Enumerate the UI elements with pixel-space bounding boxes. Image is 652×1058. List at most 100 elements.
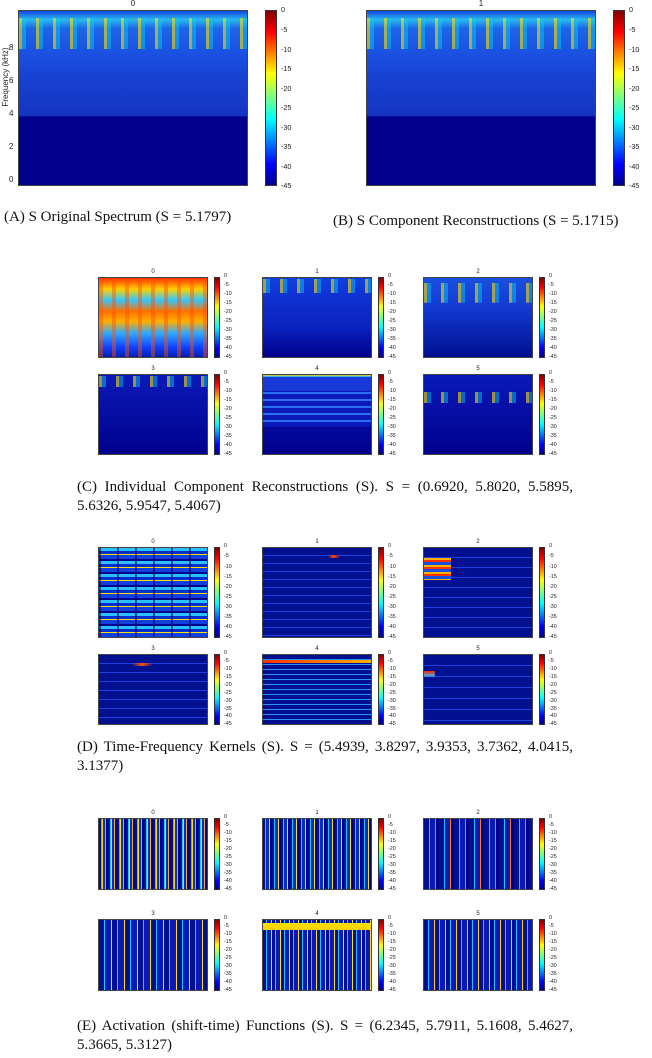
colorbar-tick-label: -10 bbox=[549, 931, 557, 938]
panel-title: 1 bbox=[315, 269, 319, 275]
colorbar-tick-label: -10 bbox=[224, 388, 232, 395]
colorbar-tick-label: -35 bbox=[281, 142, 292, 152]
colorbar-tick-label: 0 bbox=[549, 543, 552, 550]
colorbar-tick-label: -40 bbox=[388, 624, 396, 631]
colorbar-tick-label: -15 bbox=[388, 397, 396, 404]
colorbar-tick-label: -40 bbox=[388, 713, 396, 720]
colorbar-tick-label: -20 bbox=[388, 681, 396, 688]
spectrogram-image bbox=[98, 374, 208, 455]
colorbar-tick-label: -30 bbox=[549, 424, 557, 431]
colorbar bbox=[378, 919, 384, 991]
colorbar-tick-label: -10 bbox=[629, 44, 640, 54]
panel-title: 1 bbox=[315, 810, 319, 816]
colorbar-tick-label: -15 bbox=[549, 397, 557, 404]
colorbar bbox=[539, 818, 545, 890]
colorbar-tick-label: -40 bbox=[388, 878, 396, 885]
colorbar-tick-label: -30 bbox=[388, 327, 396, 334]
colorbar-tick-label: -45 bbox=[629, 181, 640, 191]
colorbar-tick-label: 0 bbox=[549, 370, 552, 377]
colorbar-tick-label: -20 bbox=[281, 83, 292, 93]
colorbar bbox=[378, 654, 384, 725]
spectrogram-image bbox=[423, 277, 533, 358]
colorbar-tick-label: -25 bbox=[629, 103, 640, 113]
spectrogram-image bbox=[98, 654, 208, 725]
colorbar-tick-label: -30 bbox=[549, 862, 557, 869]
colorbar-tick-label: -25 bbox=[388, 689, 396, 696]
colorbar-tick-label: -45 bbox=[224, 634, 232, 641]
panel-title: 4 bbox=[315, 646, 319, 652]
colorbar-tick-label: -40 bbox=[549, 713, 557, 720]
panel-title: 4 bbox=[315, 911, 319, 917]
colorbar-tick-label: -35 bbox=[388, 433, 396, 440]
colorbar-tick-label: -15 bbox=[388, 673, 396, 680]
colorbar-tick-label: -40 bbox=[388, 442, 396, 449]
colorbar-tick-label: -40 bbox=[388, 345, 396, 352]
caption: (C) Individual Component Reconstructions… bbox=[77, 479, 573, 514]
y-tick-label: 6 bbox=[9, 76, 14, 85]
colorbar-tick-label: 0 bbox=[224, 273, 227, 280]
colorbar-tick-label: -30 bbox=[549, 963, 557, 970]
colorbar-tick-label: -25 bbox=[388, 318, 396, 325]
colorbar-tick-label: -5 bbox=[549, 822, 554, 829]
colorbar bbox=[539, 547, 545, 638]
colorbar-tick-label: -10 bbox=[388, 291, 396, 298]
colorbar-tick-label: -35 bbox=[388, 336, 396, 343]
panel-title: 5 bbox=[476, 366, 480, 372]
colorbar-tick-label: -25 bbox=[388, 415, 396, 422]
colorbar-tick-label: -10 bbox=[281, 44, 292, 54]
panel-title: 2 bbox=[476, 269, 480, 275]
colorbar bbox=[214, 277, 220, 358]
colorbar-tick-label: -15 bbox=[224, 838, 232, 845]
colorbar-tick-label: -15 bbox=[549, 838, 557, 845]
colorbar-tick-label: -15 bbox=[388, 573, 396, 580]
colorbar-tick-label: -45 bbox=[549, 886, 557, 893]
colorbar-tick-label: -10 bbox=[549, 666, 557, 673]
colorbar-tick-label: -30 bbox=[224, 963, 232, 970]
colorbar-tick-label: -35 bbox=[388, 614, 396, 621]
panel-title: 3 bbox=[151, 646, 155, 652]
colorbar-tick-label: -30 bbox=[549, 603, 557, 610]
spectrogram-image bbox=[262, 919, 372, 991]
panel-title: 0 bbox=[130, 0, 136, 8]
colorbar-tick-label: -10 bbox=[224, 931, 232, 938]
colorbar-tick-label: -35 bbox=[388, 971, 396, 978]
colorbar bbox=[539, 277, 545, 358]
colorbar bbox=[214, 374, 220, 455]
panel-title: 0 bbox=[151, 269, 155, 275]
colorbar-tick-label: -45 bbox=[388, 354, 396, 361]
colorbar-tick-label: -40 bbox=[549, 878, 557, 885]
colorbar bbox=[214, 818, 220, 890]
spectrogram-image bbox=[98, 919, 208, 991]
colorbar-tick-label: -10 bbox=[224, 666, 232, 673]
caption: (B) S Component Reconstructions (S = 5.1… bbox=[333, 213, 619, 229]
colorbar-tick-label: -20 bbox=[224, 846, 232, 853]
colorbar-tick-label: 0 bbox=[388, 650, 391, 657]
colorbar-tick-label: -45 bbox=[388, 634, 396, 641]
colorbar-tick-label: -45 bbox=[224, 451, 232, 458]
colorbar-tick-label: -35 bbox=[224, 705, 232, 712]
panel-title: 5 bbox=[476, 911, 480, 917]
colorbar-tick-label: -25 bbox=[224, 318, 232, 325]
spectrogram-image bbox=[262, 547, 372, 638]
colorbar-tick-label: -25 bbox=[388, 593, 396, 600]
spectrogram-image bbox=[98, 277, 208, 358]
colorbar bbox=[539, 919, 545, 991]
colorbar-tick-label: -15 bbox=[224, 573, 232, 580]
panel-title: 1 bbox=[478, 0, 484, 8]
colorbar-tick-label: -25 bbox=[549, 854, 557, 861]
panel-title: 4 bbox=[315, 366, 319, 372]
colorbar bbox=[265, 10, 277, 186]
colorbar-tick-label: -30 bbox=[224, 862, 232, 869]
colorbar-tick-label: -30 bbox=[388, 862, 396, 869]
colorbar-tick-label: -5 bbox=[224, 923, 229, 930]
colorbar-tick-label: -35 bbox=[549, 705, 557, 712]
colorbar-tick-label: -45 bbox=[549, 987, 557, 994]
colorbar-tick-label: 0 bbox=[388, 370, 391, 377]
colorbar-tick-label: 0 bbox=[549, 814, 552, 821]
colorbar-tick-label: -40 bbox=[224, 713, 232, 720]
colorbar-tick-label: -15 bbox=[388, 300, 396, 307]
colorbar-tick-label: 0 bbox=[549, 650, 552, 657]
colorbar bbox=[378, 818, 384, 890]
spectrogram-image bbox=[423, 547, 533, 638]
